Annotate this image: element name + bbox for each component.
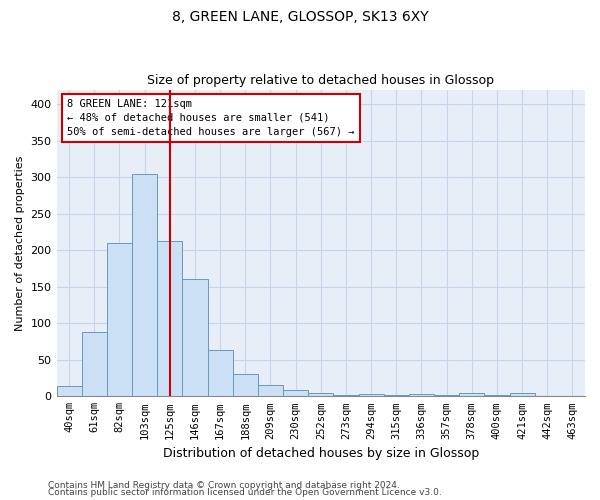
Bar bbox=[383, 395, 409, 396]
Bar bbox=[509, 394, 535, 396]
Bar bbox=[82, 332, 107, 396]
Bar bbox=[409, 394, 434, 396]
Text: Contains public sector information licensed under the Open Government Licence v3: Contains public sector information licen… bbox=[48, 488, 442, 497]
Bar bbox=[182, 280, 208, 396]
Y-axis label: Number of detached properties: Number of detached properties bbox=[15, 155, 25, 330]
Bar bbox=[157, 242, 182, 396]
Bar bbox=[283, 390, 308, 396]
Bar bbox=[132, 174, 157, 396]
Bar bbox=[334, 395, 359, 396]
Bar bbox=[434, 395, 459, 396]
Bar bbox=[459, 394, 484, 396]
Bar bbox=[359, 394, 383, 396]
Bar bbox=[258, 386, 283, 396]
Text: 8, GREEN LANE, GLOSSOP, SK13 6XY: 8, GREEN LANE, GLOSSOP, SK13 6XY bbox=[172, 10, 428, 24]
Bar bbox=[308, 392, 334, 396]
Bar bbox=[208, 350, 233, 397]
Title: Size of property relative to detached houses in Glossop: Size of property relative to detached ho… bbox=[147, 74, 494, 87]
Bar bbox=[56, 386, 82, 396]
X-axis label: Distribution of detached houses by size in Glossop: Distribution of detached houses by size … bbox=[163, 447, 479, 460]
Text: Contains HM Land Registry data © Crown copyright and database right 2024.: Contains HM Land Registry data © Crown c… bbox=[48, 480, 400, 490]
Text: 8 GREEN LANE: 121sqm
← 48% of detached houses are smaller (541)
50% of semi-deta: 8 GREEN LANE: 121sqm ← 48% of detached h… bbox=[67, 99, 355, 137]
Bar bbox=[107, 243, 132, 396]
Bar bbox=[233, 374, 258, 396]
Bar bbox=[484, 395, 509, 396]
